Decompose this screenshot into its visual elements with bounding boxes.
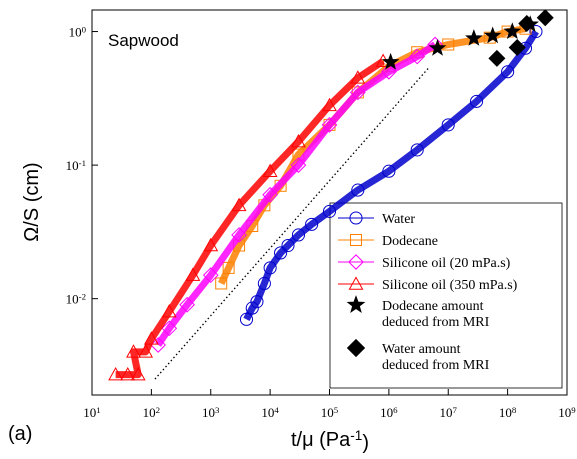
marker: [257, 276, 271, 291]
marker: [470, 94, 484, 108]
legend-marker: [348, 276, 364, 290]
y-tick-label: 10-2: [66, 292, 86, 307]
marker: [138, 344, 154, 358]
x-tick-label: 104: [261, 405, 279, 420]
marker: [321, 117, 338, 133]
y-tick-label: 10-1: [66, 158, 86, 173]
legend-label: Water: [382, 212, 415, 227]
marker: [231, 197, 247, 212]
marker: [222, 261, 235, 274]
series-trace: [115, 58, 386, 379]
marker: [250, 295, 264, 309]
marker: [291, 228, 306, 242]
marker: [262, 186, 278, 203]
marker: [536, 9, 554, 27]
marker: [130, 366, 146, 381]
x-tick-label: 101: [83, 405, 100, 420]
marker: [483, 26, 502, 44]
x-tick-label: 106: [380, 405, 398, 420]
y-tick-label: 100: [69, 25, 87, 40]
marker: [263, 261, 277, 275]
marker: [262, 163, 278, 178]
marker: [322, 97, 337, 112]
marker: [349, 84, 366, 101]
marker: [179, 296, 195, 313]
marker: [161, 320, 178, 337]
marker: [161, 303, 177, 318]
legend-label: Dodecane: [382, 234, 438, 249]
legend-label: Water amount deduced from MRI: [382, 342, 490, 373]
marker: [409, 48, 426, 65]
marker: [245, 301, 259, 315]
marker: [503, 22, 522, 40]
legend-marker: [346, 338, 366, 358]
marker: [203, 237, 219, 252]
marker: [382, 164, 396, 178]
x-tick-label: 105: [321, 405, 339, 420]
marker: [465, 29, 483, 46]
marker: [518, 14, 536, 32]
marker: [291, 133, 306, 148]
x-tick-label: 103: [202, 405, 220, 420]
marker: [120, 366, 136, 381]
marker: [381, 63, 397, 80]
marker: [381, 52, 400, 70]
x-tick-label: 109: [558, 405, 576, 420]
legend-marker: [350, 234, 362, 246]
marker: [508, 38, 526, 56]
marker: [274, 246, 288, 260]
x-tick-label: 107: [440, 405, 458, 420]
guide-line: [154, 67, 429, 380]
marker: [351, 183, 365, 197]
marker: [185, 267, 201, 281]
legend-marker: [349, 211, 363, 225]
legend: [329, 202, 563, 389]
x-tick-label: 108: [499, 405, 517, 420]
x-axis-label: t/μ (Pa-1): [291, 428, 369, 454]
marker: [202, 267, 219, 284]
y-axis-label: Ω/S (cm): [21, 162, 43, 241]
legend-marker: [346, 295, 366, 314]
marker: [215, 277, 228, 290]
marker: [529, 25, 543, 39]
marker: [231, 227, 247, 243]
annotation: Sapwood: [108, 31, 179, 50]
panel-label: (a): [8, 423, 32, 445]
marker: [441, 118, 455, 132]
legend-label: Silicone oil (350 mPa.s): [382, 278, 518, 293]
legend-label: Silicone oil (20 mPa.s): [382, 256, 511, 271]
marker: [281, 238, 295, 253]
x-tick-label: 102: [143, 405, 160, 420]
marker: [143, 331, 159, 345]
legend-label: Dodecane amount deduced from MRI: [382, 299, 490, 330]
legend-marker: [348, 254, 364, 270]
marker: [488, 49, 506, 67]
marker: [108, 366, 124, 381]
marker: [126, 344, 141, 358]
marker: [410, 143, 424, 157]
marker: [428, 38, 447, 56]
marker: [501, 65, 515, 79]
marker: [305, 217, 319, 231]
marker: [350, 70, 366, 84]
marker: [322, 204, 337, 218]
marker: [290, 157, 307, 173]
series-trace: [243, 29, 539, 321]
marker: [239, 312, 254, 326]
